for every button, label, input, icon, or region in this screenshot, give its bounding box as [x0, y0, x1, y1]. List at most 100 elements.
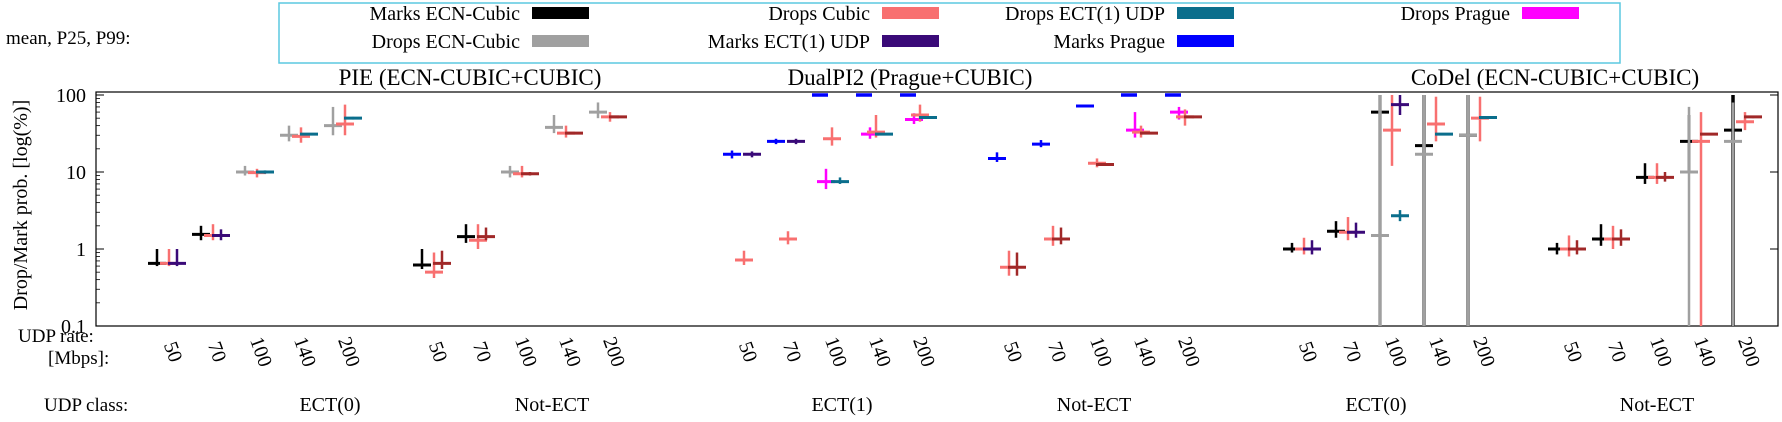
- data-point-drops_ect1_udp: [1391, 210, 1409, 222]
- legend-label: Drops Prague: [1401, 3, 1511, 25]
- x-tick-label: 70: [1338, 339, 1366, 365]
- x-tick-label: 100: [820, 334, 851, 370]
- x-tick-label: 200: [1468, 334, 1499, 370]
- data-point-drops_cubic: [1000, 250, 1018, 276]
- data-point-drops_ect1_udp: [1479, 116, 1497, 120]
- data-point-drops_cubic: [1692, 112, 1710, 326]
- x-tick-label: 140: [1689, 334, 1720, 370]
- data-point-marks_ecn_cubic: [1327, 221, 1345, 238]
- data-point-drops_cubic: [1604, 225, 1622, 249]
- x-tick-label: 200: [598, 334, 629, 370]
- data-point-drops_cubic: [823, 127, 841, 146]
- legend-label: Drops ECN-Cubic: [372, 31, 520, 53]
- data-point-drops_udp_notect: [1612, 229, 1630, 246]
- data-point-drops_cubic: [1295, 237, 1313, 255]
- data-point-drops_udp_notect: [433, 250, 451, 269]
- data-point-drops_cubic: [1736, 112, 1754, 131]
- x-tick-label: 200: [1733, 334, 1764, 370]
- udp-class: Not-ECT: [1057, 394, 1131, 416]
- x-tick-label: 140: [1424, 334, 1455, 370]
- x-tick-label: 50: [734, 339, 762, 365]
- y-tick-label: 0.1: [61, 316, 86, 338]
- data-point-marks_ect1_udp: [168, 249, 186, 267]
- x-tick-label: 140: [289, 334, 320, 370]
- data-point-marks_ecn_cubic: [192, 225, 210, 241]
- panel-titles: PIE (ECN-CUBIC+CUBIC) DualPI2 (Prague+CUB…: [339, 65, 1700, 90]
- data-point-drops_ect1_udp: [256, 170, 274, 174]
- legend-box: [278, 2, 1621, 64]
- legend-swatch: [532, 35, 589, 47]
- data-point-drops_udp_notect: [1008, 252, 1026, 276]
- data-point-drops_ect1_udp: [831, 177, 849, 184]
- data-point-drops_udp_notect: [609, 115, 627, 119]
- x-tick-label: 100: [510, 334, 541, 370]
- legend-label: Drops Cubic: [768, 3, 870, 25]
- data-point-drops_udp_notect: [477, 227, 495, 241]
- data-point-drops_ecn_cubic: [1415, 95, 1433, 326]
- data-point-drops_cubic: [779, 231, 797, 245]
- y-axis: 0.1 1 10 100: [56, 85, 1778, 338]
- data-point-drops_udp_notect: [1700, 132, 1718, 136]
- legend-swatch: [882, 35, 939, 47]
- legend-swatch: [1177, 7, 1234, 19]
- legend-swatch: [882, 7, 939, 19]
- y-tick-label: 100: [56, 85, 86, 107]
- udp-class: Not-ECT: [515, 394, 589, 416]
- x-tick-label: 70: [1603, 339, 1631, 365]
- x-tick-label: 140: [864, 334, 895, 370]
- data-point-drops_ecn_cubic: [1680, 106, 1698, 326]
- x-tick-label: 50: [1294, 339, 1322, 365]
- data-point-drops_udp_notect: [1656, 172, 1674, 182]
- data-point-drops_cubic: [1383, 95, 1401, 166]
- plot-frame: [95, 91, 1779, 327]
- legend-swatch: [532, 7, 589, 19]
- data-point-drops_udp_notect: [521, 172, 539, 176]
- data-point-marks_ect1_udp: [1347, 222, 1365, 238]
- data-point-drops_udp_notect: [1568, 240, 1586, 255]
- udp-class-label: UDP class:: [44, 395, 128, 416]
- x-tick-label: 200: [1173, 334, 1204, 370]
- data-point-marks_ect1_udp: [743, 151, 761, 158]
- udp-rate-unit-label: [Mbps]:: [48, 348, 109, 369]
- data-point-drops_ecn_cubic: [1724, 102, 1742, 326]
- data-point-drops_ecn_cubic: [324, 106, 342, 136]
- x-tick-labels: 50 70 100 140 200 50 70 100 140 200 50 70 100 140 200 5…: [159, 334, 1764, 370]
- data-point-drops_udp_notect: [1096, 163, 1114, 167]
- data-point-drops_cubic: [735, 250, 753, 265]
- data-point-marks_ecn_cubic: [457, 224, 475, 243]
- legend-label: Drops ECT(1) UDP: [1005, 3, 1165, 25]
- data-point-marks_prague: [723, 150, 741, 159]
- data-point-drops_ecn_cubic: [1371, 95, 1389, 326]
- udp-class: ECT(0): [1345, 394, 1406, 416]
- x-tick-label: 50: [424, 339, 452, 365]
- data-point-drops_ecn_cubic: [501, 165, 519, 178]
- data-point-marks_prague: [1032, 140, 1050, 148]
- data-point-marks_prague: [1076, 104, 1094, 108]
- x-tick-label: 100: [1085, 334, 1116, 370]
- udp-class-labels: ECT(0) Not-ECT ECT(1) Not-ECT ECT(0) Not-ECT: [299, 394, 1694, 416]
- x-tick-label: 100: [245, 334, 276, 370]
- data-point-drops_ect1_udp: [344, 116, 362, 120]
- data-point-drops_udp_notect: [1052, 227, 1070, 245]
- panel-title: DualPI2 (Prague+CUBIC): [788, 65, 1033, 90]
- data-point-drops_ect1_udp: [875, 132, 893, 136]
- legend-label: Marks ECN-Cubic: [369, 3, 520, 25]
- x-tick-label: 140: [1129, 334, 1160, 370]
- data-point-drops_cubic: [1339, 217, 1357, 241]
- header-note: mean, P25, P99:: [6, 28, 131, 49]
- data-point-drops_cubic: [204, 224, 222, 241]
- x-tick-label: 70: [203, 339, 231, 365]
- data-point-marks_ecn_cubic: [1592, 224, 1610, 246]
- legend-swatch: [1522, 7, 1579, 19]
- data-point-drops_cubic: [425, 252, 443, 279]
- data-point-marks_ect1_udp: [1303, 240, 1321, 255]
- udp-class: ECT(0): [299, 394, 360, 416]
- data-point-drops_ecn_cubic: [280, 125, 298, 142]
- data-point-drops_cubic: [1560, 235, 1578, 257]
- data-point-drops_ecn_cubic: [545, 114, 563, 134]
- data-point-marks_prague: [767, 138, 785, 145]
- data-point-drops_udp_notect: [565, 131, 583, 135]
- data-point-drops_ecn_cubic: [1459, 95, 1477, 326]
- x-tick-label: 200: [908, 334, 939, 370]
